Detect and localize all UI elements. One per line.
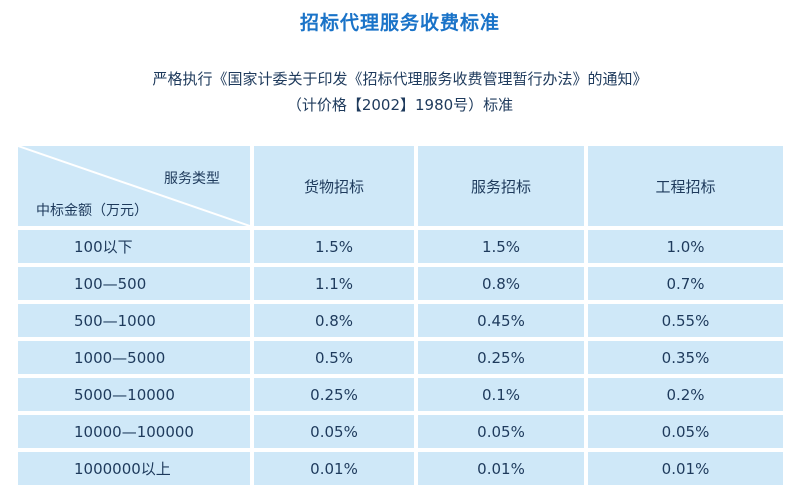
- range-cell: 1000000以上: [18, 452, 250, 485]
- page-title: 招标代理服务收费标准: [299, 12, 500, 34]
- service-type-label: 服务类型: [164, 171, 220, 187]
- goods-rate-cell: 0.8%: [254, 304, 414, 337]
- column-header-service: 服务招标: [418, 146, 584, 226]
- service-rate-cell: 0.25%: [418, 341, 584, 374]
- amount-label: 中标金额（万元）: [36, 203, 148, 219]
- table-corner-cell: 服务类型 中标金额（万元）: [18, 146, 250, 226]
- fee-table: 服务类型 中标金额（万元） 货物招标 服务招标 工程招标 100以下 1.5% …: [18, 146, 783, 489]
- service-rate-cell: 1.5%: [418, 230, 584, 263]
- service-rate-cell: 0.8%: [418, 267, 584, 300]
- goods-rate-cell: 0.5%: [254, 341, 414, 374]
- subtitle-line-2: （计价格【2002】1980号）标准: [286, 96, 514, 114]
- engineering-rate-cell: 0.35%: [588, 341, 783, 374]
- table-row: 1000—5000 0.5% 0.25% 0.35%: [18, 341, 783, 374]
- goods-rate-cell: 0.05%: [254, 415, 414, 448]
- table-row: 100以下 1.5% 1.5% 1.0%: [18, 230, 783, 263]
- range-cell: 100—500: [18, 267, 250, 300]
- engineering-rate-cell: 0.2%: [588, 378, 783, 411]
- goods-rate-cell: 0.01%: [254, 452, 414, 485]
- range-cell: 1000—5000: [18, 341, 250, 374]
- subtitle-line-1: 严格执行《国家计委关于印发《招标代理服务收费管理暂行办法》的通知》: [152, 70, 648, 88]
- engineering-rate-cell: 0.55%: [588, 304, 783, 337]
- service-rate-cell: 0.1%: [418, 378, 584, 411]
- table-row: 500—1000 0.8% 0.45% 0.55%: [18, 304, 783, 337]
- engineering-rate-cell: 0.05%: [588, 415, 783, 448]
- table-header-row: 服务类型 中标金额（万元） 货物招标 服务招标 工程招标: [18, 146, 783, 226]
- column-header-goods: 货物招标: [254, 146, 414, 226]
- goods-rate-cell: 1.5%: [254, 230, 414, 263]
- engineering-rate-cell: 0.7%: [588, 267, 783, 300]
- table-row: 100—500 1.1% 0.8% 0.7%: [18, 267, 783, 300]
- range-cell: 100以下: [18, 230, 250, 263]
- range-cell: 500—1000: [18, 304, 250, 337]
- diagonal-divider: [18, 146, 250, 226]
- table-row: 5000—10000 0.25% 0.1% 0.2%: [18, 378, 783, 411]
- table-row: 10000—100000 0.05% 0.05% 0.05%: [18, 415, 783, 448]
- range-cell: 10000—100000: [18, 415, 250, 448]
- engineering-rate-cell: 0.01%: [588, 452, 783, 485]
- engineering-rate-cell: 1.0%: [588, 230, 783, 263]
- service-rate-cell: 0.05%: [418, 415, 584, 448]
- service-rate-cell: 0.01%: [418, 452, 584, 485]
- goods-rate-cell: 0.25%: [254, 378, 414, 411]
- column-header-engineering: 工程招标: [588, 146, 783, 226]
- range-cell: 5000—10000: [18, 378, 250, 411]
- goods-rate-cell: 1.1%: [254, 267, 414, 300]
- table-row: 1000000以上 0.01% 0.01% 0.01%: [18, 452, 783, 485]
- table-body: 100以下 1.5% 1.5% 1.0% 100—500 1.1% 0.8% 0…: [18, 230, 783, 485]
- service-rate-cell: 0.45%: [418, 304, 584, 337]
